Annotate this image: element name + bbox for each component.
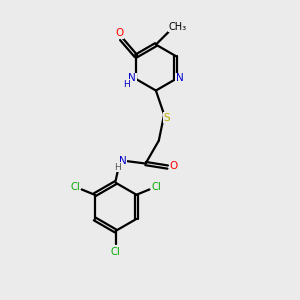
Text: H: H [115,163,121,172]
Text: N: N [176,74,184,83]
Text: Cl: Cl [70,182,80,191]
Text: H: H [123,80,130,89]
Text: Cl: Cl [111,247,120,256]
Text: N: N [128,74,136,83]
Text: O: O [116,28,124,38]
Text: Cl: Cl [151,182,161,191]
Text: S: S [164,112,170,123]
Text: CH₃: CH₃ [168,22,186,32]
Text: N: N [119,156,127,166]
Text: O: O [169,161,178,172]
